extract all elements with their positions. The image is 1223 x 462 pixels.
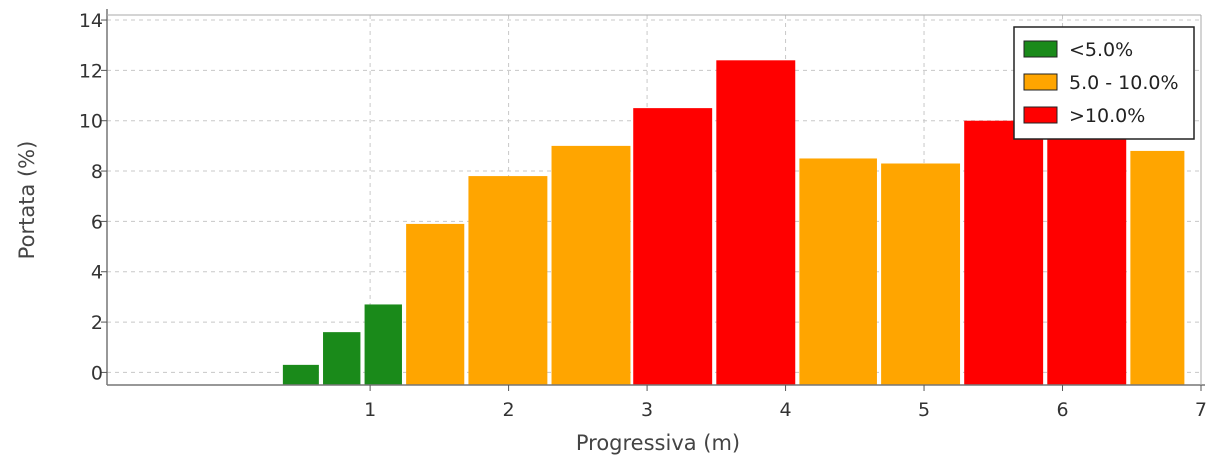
y-tick-label-2: 4	[91, 262, 103, 284]
axis-layer	[106, 9, 1205, 386]
y-axis-label: Portata (%)	[15, 141, 39, 260]
bar-9	[799, 158, 877, 385]
x-tick-label-5: 6	[1056, 399, 1068, 421]
x-tick-label-4: 5	[918, 399, 930, 421]
bar-5	[468, 176, 548, 385]
y-tick-label-6: 12	[79, 60, 103, 82]
legend-label-2: 5.0 - 10.0%	[1069, 72, 1179, 94]
bar-4	[406, 223, 465, 385]
legend-swatch-2	[1023, 73, 1058, 91]
legend-swatch-1	[1023, 40, 1058, 58]
y-tick-label-7: 14	[79, 10, 103, 32]
bar-1	[282, 364, 319, 385]
bar-12	[1047, 120, 1127, 385]
x-axis-label: Progressiva (m)	[576, 431, 740, 455]
bar-2	[323, 332, 361, 385]
x-tick-label-2: 3	[641, 399, 653, 421]
y-tick-label-5: 10	[79, 111, 103, 133]
bar-6	[551, 145, 631, 385]
bar-13	[1130, 150, 1185, 385]
bar-8	[716, 60, 796, 385]
y-tick-label-0: 0	[91, 362, 103, 384]
legend-swatch-3	[1023, 106, 1058, 124]
bar-3	[364, 304, 402, 385]
x-tick-label-1: 2	[503, 399, 515, 421]
y-tick-label-4: 8	[91, 161, 103, 183]
x-tick-label-3: 4	[780, 399, 792, 421]
y-tick-label-3: 6	[91, 211, 103, 233]
bar-11	[964, 120, 1044, 385]
legend-label-3: >10.0%	[1069, 105, 1145, 127]
bar-10	[881, 163, 961, 385]
bar-7	[633, 108, 713, 386]
bar-layer	[282, 60, 1185, 386]
legend-label-1: <5.0%	[1069, 39, 1133, 61]
legend: <5.0% 5.0 - 10.0% >10.0%	[1013, 26, 1195, 140]
x-tick-label-6: 7	[1195, 399, 1207, 421]
x-tick-label-0: 1	[364, 399, 376, 421]
y-tick-label-1: 2	[91, 312, 103, 334]
